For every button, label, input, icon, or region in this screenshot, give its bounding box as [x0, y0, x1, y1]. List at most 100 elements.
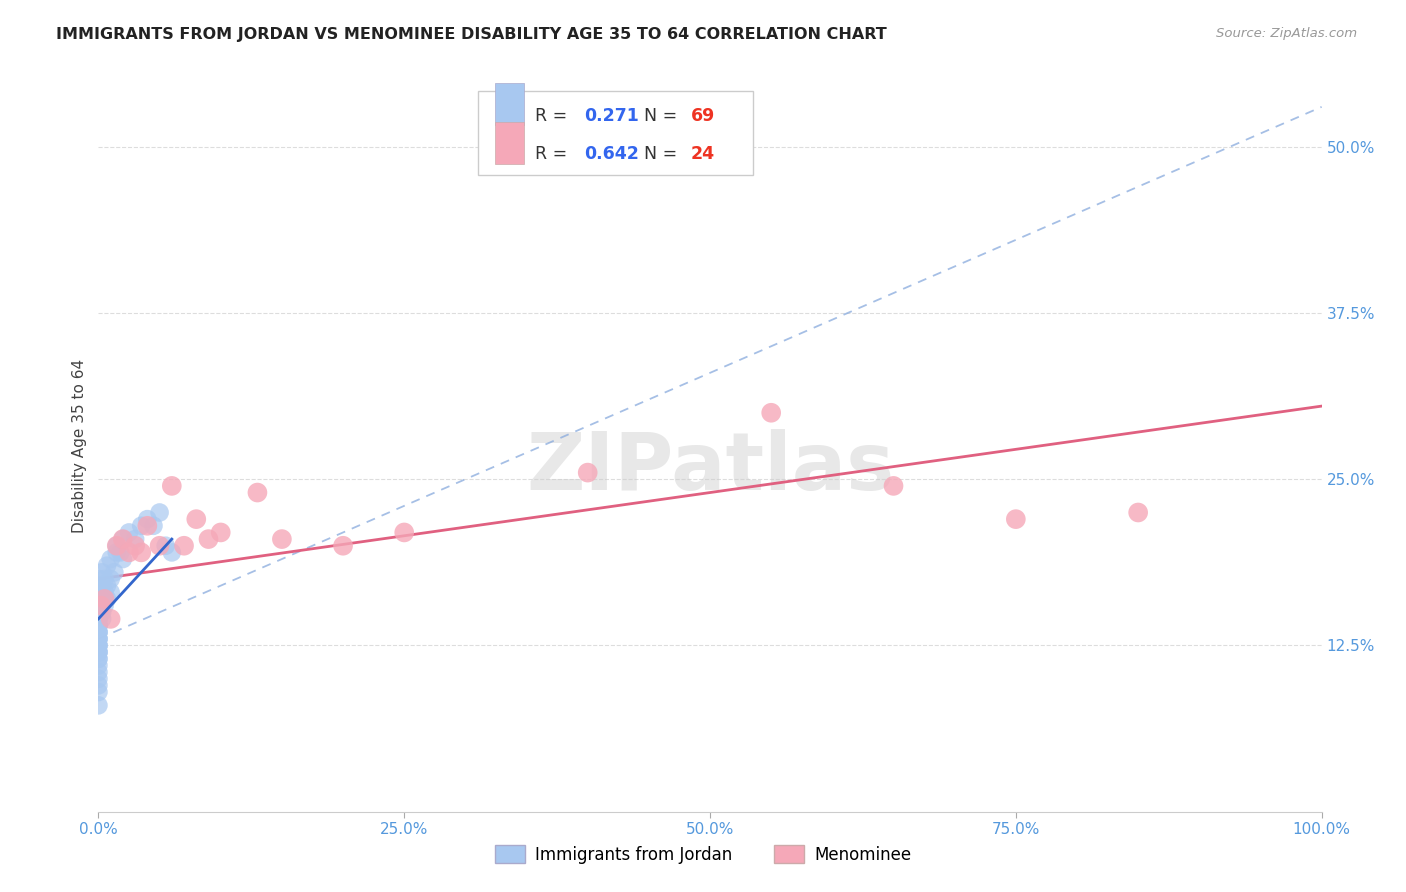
Point: [87, 591, 110, 606]
Point: [87, 645, 110, 659]
Point: [87, 612, 110, 626]
Point: [105, 545, 128, 559]
Point: [160, 545, 183, 559]
Point: [173, 539, 195, 553]
Text: R =: R =: [536, 145, 572, 163]
Point: [91, 605, 114, 619]
FancyBboxPatch shape: [495, 84, 524, 125]
Point: [118, 545, 141, 559]
Point: [87, 658, 110, 673]
Point: [87, 625, 110, 640]
Point: [111, 532, 134, 546]
Point: [87, 618, 110, 632]
Point: [87, 612, 110, 626]
Point: [87, 572, 110, 586]
Point: [576, 466, 599, 480]
Point: [87, 605, 110, 619]
Point: [332, 539, 354, 553]
Point: [93, 572, 115, 586]
Point: [105, 539, 128, 553]
Y-axis label: Disability Age 35 to 64: Disability Age 35 to 64: [72, 359, 87, 533]
Point: [91, 579, 114, 593]
Legend: Immigrants from Jordan, Menominee: Immigrants from Jordan, Menominee: [488, 838, 918, 871]
Point: [100, 612, 122, 626]
Point: [87, 585, 110, 599]
Point: [87, 678, 110, 692]
Point: [87, 672, 110, 686]
Point: [1004, 512, 1026, 526]
Point: [87, 591, 110, 606]
Point: [87, 605, 110, 619]
Point: [136, 512, 159, 526]
Point: [87, 599, 110, 613]
Point: [87, 639, 110, 653]
FancyBboxPatch shape: [495, 122, 524, 163]
Point: [87, 632, 110, 646]
FancyBboxPatch shape: [478, 91, 752, 176]
Point: [93, 591, 115, 606]
Point: [111, 552, 134, 566]
Point: [761, 406, 783, 420]
Point: [110, 545, 132, 559]
Point: [93, 591, 115, 606]
Point: [87, 618, 110, 632]
Point: [87, 625, 110, 640]
Point: [93, 599, 115, 613]
Point: [883, 479, 905, 493]
Point: [118, 525, 141, 540]
Text: IMMIGRANTS FROM JORDAN VS MENOMINEE DISABILITY AGE 35 TO 64 CORRELATION CHART: IMMIGRANTS FROM JORDAN VS MENOMINEE DISA…: [56, 27, 887, 42]
Point: [129, 518, 152, 533]
Point: [87, 599, 110, 613]
Point: [209, 525, 232, 540]
Point: [96, 579, 118, 593]
Point: [149, 539, 172, 553]
Point: [87, 645, 110, 659]
Point: [87, 618, 110, 632]
Point: [100, 585, 122, 599]
Point: [270, 532, 294, 546]
Point: [87, 618, 110, 632]
Point: [129, 545, 152, 559]
Point: [91, 566, 114, 580]
Point: [124, 532, 146, 546]
Point: [142, 518, 165, 533]
Point: [87, 639, 110, 653]
Point: [1128, 506, 1150, 520]
Text: 69: 69: [690, 107, 714, 125]
Point: [155, 539, 177, 553]
Text: ZIPatlas: ZIPatlas: [526, 429, 894, 507]
Point: [246, 485, 269, 500]
Point: [87, 632, 110, 646]
Text: N =: N =: [633, 145, 683, 163]
Text: 0.642: 0.642: [583, 145, 638, 163]
Point: [90, 599, 112, 613]
Point: [87, 605, 110, 619]
Point: [87, 591, 110, 606]
Point: [87, 685, 110, 699]
Point: [103, 566, 125, 580]
Point: [96, 591, 118, 606]
Point: [87, 585, 110, 599]
Point: [160, 479, 183, 493]
Point: [91, 612, 114, 626]
Point: [87, 579, 110, 593]
Point: [96, 558, 118, 573]
Point: [93, 585, 115, 599]
Point: [111, 532, 134, 546]
Text: N =: N =: [633, 107, 683, 125]
Point: [197, 532, 219, 546]
Point: [186, 512, 208, 526]
Point: [392, 525, 416, 540]
Point: [87, 645, 110, 659]
Point: [149, 506, 172, 520]
Point: [105, 539, 128, 553]
Point: [91, 585, 114, 599]
Point: [87, 652, 110, 666]
Point: [87, 612, 110, 626]
Point: [87, 698, 110, 713]
Point: [87, 599, 110, 613]
Point: [136, 518, 159, 533]
Point: [100, 552, 122, 566]
Point: [124, 539, 146, 553]
Point: [100, 572, 122, 586]
